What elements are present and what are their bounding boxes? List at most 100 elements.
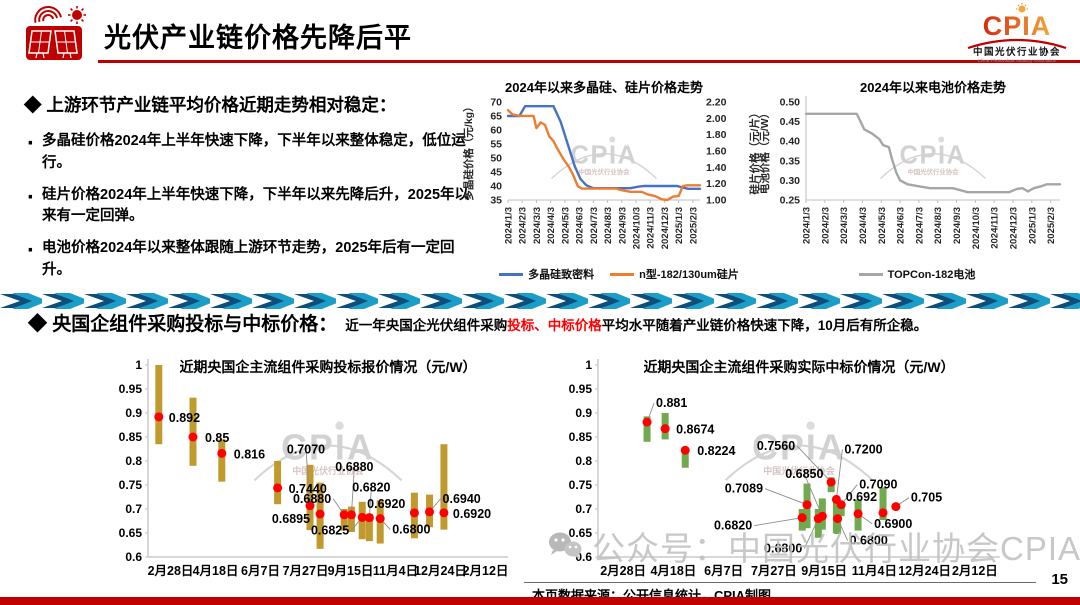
y-axis-tick-label: 0.85	[119, 430, 143, 444]
mean-price-dot	[188, 432, 198, 442]
label-leader-line	[803, 474, 823, 517]
y-axis-label: 电池价格（元/W）	[758, 108, 771, 194]
y-axis-tick-label: 40	[490, 181, 502, 193]
y-axis-tick-label: 0.65	[119, 526, 143, 540]
desc-suffix: 平均水平随着产业链价格快速下降，10月后有所企稳。	[601, 318, 928, 333]
value-label: 0.6820	[352, 481, 390, 495]
x-axis-tick-label: 2月12日	[952, 564, 998, 578]
y-axis-tick-label: 0.6	[575, 550, 592, 564]
series-line-多晶硅致密料	[506, 105, 702, 191]
label-leader-line	[368, 487, 372, 518]
mean-price-dot	[364, 513, 374, 523]
mean-price-dot	[826, 477, 836, 487]
x-axis-tick-label: 2024/2/3	[518, 207, 529, 244]
value-label: 0.7090	[859, 478, 897, 492]
x-axis-tick-label: 2024/10/3	[971, 207, 982, 249]
chart-title: 2024年以来电池价格走势	[860, 80, 1006, 95]
value-label: 0.85	[205, 431, 229, 445]
watermark-arc	[879, 153, 987, 180]
mean-price-dot	[273, 483, 283, 493]
x-axis-tick-label: 2月28日	[600, 564, 646, 578]
bullet-wafer: 硅片价格2024年上半年快速下降，下半年以来先降后升，2025年以来有一定回弹。	[24, 180, 472, 229]
mean-price-dot	[217, 448, 227, 458]
x-axis-tick-label: 2024/4/3	[858, 207, 869, 244]
cpia-acronym: CPIA	[983, 11, 1052, 41]
x-axis-tick-label: 2025/1/3	[674, 207, 685, 244]
mean-price-dot	[680, 445, 690, 455]
desc-prefix: 近一年央国企光伏组件采购	[345, 318, 508, 333]
legend-label: 多晶硅致密料	[528, 269, 595, 281]
y-axis-tick-label: 0.9	[575, 406, 592, 420]
x-axis-tick-label: 2024/7/3	[589, 207, 600, 244]
y-axis-tick-label: 0.75	[569, 478, 593, 492]
watermark-arc	[253, 444, 403, 482]
y-axis-tick-label: 60	[490, 125, 502, 137]
x-axis-tick-label: 4月18日	[193, 564, 239, 578]
range-bar	[837, 503, 845, 517]
solar-panel-logo-icon	[26, 5, 86, 60]
bottom-red-bar	[0, 597, 1080, 605]
legend-item: TOPCon-182电池	[858, 266, 975, 282]
page-number: 15	[1051, 571, 1068, 588]
range-bar	[347, 506, 355, 533]
series-line-n型-182/130um硅片	[506, 109, 702, 202]
range-bar	[440, 444, 448, 530]
x-axis-tick-label: 2024/12/3	[1008, 207, 1019, 249]
value-label: 0.6825	[311, 523, 349, 537]
poly-wafer-legend: 多晶硅致密料 n型-182/130um硅片	[462, 266, 776, 282]
y-axis-tick-label: 0.25	[780, 195, 801, 207]
chart-title: 近期央国企主流组件采购实际中标价情况（元/W）	[643, 359, 954, 375]
value-label: 0.8224	[697, 444, 735, 458]
bidding-section-heading: ◆ 央国企组件采购投标与中标价格： 近一年央国企光伏组件采购投标、中标价格平均水…	[28, 309, 1068, 336]
x-axis-tick-label: 2024/6/3	[896, 207, 907, 244]
sun-icon	[1016, 3, 1028, 13]
legend-swatch	[499, 272, 524, 276]
cpia-org-cn: 中国光伏行业协会	[973, 46, 1061, 58]
mean-price-dot	[439, 508, 449, 518]
mean-price-dot	[836, 500, 846, 510]
value-label: 0.6880	[293, 492, 331, 506]
mean-price-dot	[802, 500, 812, 510]
mean-price-dot	[357, 512, 367, 522]
x-axis-tick-label: 2024/1/3	[802, 207, 813, 244]
mean-price-dot	[797, 513, 807, 523]
mean-price-dot	[833, 514, 843, 524]
y2-axis-label: 硅片价格（元/片）	[748, 108, 761, 195]
y-axis-tick-label: 0.35	[780, 155, 801, 167]
y2-axis-tick-label: 1.60	[706, 146, 727, 158]
y-axis-tick-label: 55	[490, 139, 502, 151]
bullet-polysilicon: 多晶硅价格2024年上半年快速下降，下半年以来整体稳定，低位运行。	[24, 126, 472, 175]
x-axis-tick-label: 4月18日	[650, 564, 696, 578]
value-label: 0.7089	[725, 482, 763, 496]
x-axis-tick-label: 2024/8/3	[603, 207, 614, 244]
x-axis-tick-label: 7月27日	[283, 564, 329, 578]
x-axis-tick-label: 2月12日	[463, 564, 509, 578]
x-axis-tick-label: 2024/11/3	[990, 207, 1001, 249]
x-axis-tick-label: 2024/5/3	[560, 207, 571, 244]
value-label: 0.881	[656, 396, 687, 410]
y-axis-tick-label: 0.85	[569, 430, 593, 444]
y2-axis-tick-label: 1.80	[706, 129, 727, 141]
y2-axis-tick-label: 1.20	[706, 178, 727, 190]
y-axis-tick-label: 0.7	[575, 502, 592, 516]
y-axis-tick-label: 0.9	[125, 406, 142, 420]
watermark-sun-icon	[806, 421, 815, 430]
value-label: 0.6850	[785, 467, 823, 481]
value-label: 0.892	[169, 411, 200, 425]
mean-price-dot	[425, 507, 435, 517]
label-leader-line	[764, 488, 808, 506]
y-axis-tick-label: 0.8	[125, 454, 142, 468]
value-label: 0.6800	[392, 523, 430, 537]
legend-swatch	[858, 272, 883, 276]
legend-item: n型-182/130um硅片	[610, 266, 739, 282]
y-axis-tick-label: 0.75	[119, 478, 143, 492]
upstream-bullets: 多晶硅价格2024年上半年快速下降，下半年以来整体稳定，低位运行。 硅片价格20…	[24, 126, 472, 282]
x-axis-tick-label: 9月15日	[801, 564, 847, 578]
range-bar	[306, 464, 314, 531]
cell-legend: TOPCon-182电池	[754, 266, 1080, 282]
range-bar	[879, 487, 887, 521]
value-label: 0.816	[234, 447, 265, 461]
